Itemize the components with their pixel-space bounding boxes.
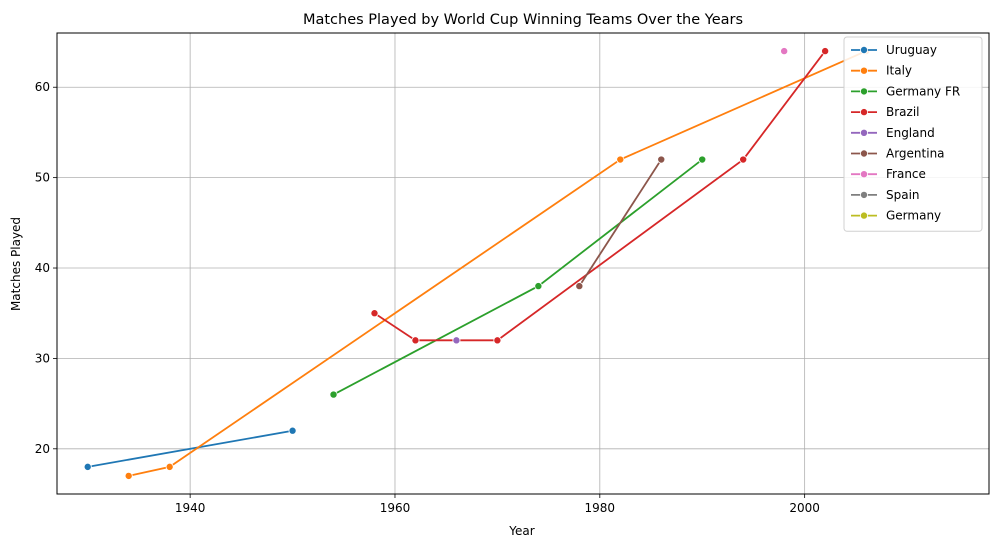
data-point	[739, 155, 748, 164]
legend-label: Germany	[886, 209, 941, 223]
series-france	[780, 47, 789, 56]
legend-item: France	[851, 167, 926, 181]
y-tick-label: 40	[35, 261, 50, 275]
series-germany-fr	[329, 155, 707, 399]
legend-item: Argentina	[851, 147, 945, 161]
series-line	[333, 158, 703, 396]
data-point	[821, 47, 830, 56]
data-point	[370, 309, 379, 318]
legend-swatch-marker	[860, 128, 869, 137]
legend-item: Uruguay	[851, 43, 937, 57]
data-point	[411, 336, 420, 345]
data-point	[329, 390, 338, 399]
y-tick-label: 30	[35, 351, 50, 365]
data-point	[698, 155, 707, 164]
legend-label: Spain	[886, 188, 920, 202]
legend-item: Germany FR	[851, 84, 960, 98]
plot-frame	[56, 32, 990, 495]
y-axis-title: Matches Played	[9, 217, 23, 311]
x-tick-label: 1940	[175, 501, 206, 515]
legend-swatch-marker	[860, 46, 869, 55]
data-point	[534, 282, 543, 291]
x-tick-label: 2000	[789, 501, 820, 515]
legend-swatch-marker	[860, 66, 869, 75]
data-point	[165, 462, 174, 471]
legend-item: Italy	[851, 64, 912, 78]
series-brazil	[370, 47, 830, 345]
legend-swatch-marker	[860, 87, 869, 96]
chart-title: Matches Played by World Cup Winning Team…	[303, 12, 743, 28]
x-tick-label: 1960	[380, 501, 411, 515]
legend-swatch-marker	[860, 149, 869, 158]
data-point	[575, 282, 584, 291]
series-argentina	[575, 155, 666, 291]
legend-item: Germany	[851, 209, 941, 223]
y-tick-label: 50	[35, 171, 50, 185]
data-point	[616, 155, 625, 164]
legend-label: Brazil	[886, 105, 920, 119]
data-point	[657, 155, 666, 164]
legend-swatch-marker	[860, 108, 869, 117]
series-lines	[83, 47, 871, 480]
legend-label: Argentina	[886, 147, 945, 161]
series-england	[452, 336, 461, 345]
axis-ticks: 1940 1960 1980 2000 20 30 40 50 60	[35, 80, 820, 515]
series-line	[87, 429, 293, 468]
legend-label: Germany FR	[886, 84, 960, 98]
legend-swatch-marker	[860, 190, 869, 199]
series-line	[578, 159, 663, 287]
data-point	[83, 462, 92, 471]
x-tick-label: 1980	[585, 501, 616, 515]
data-point	[780, 47, 789, 56]
y-tick-label: 60	[35, 80, 50, 94]
data-point	[124, 471, 133, 480]
legend: Uruguay Italy Germany FR Brazil England Argen…	[843, 36, 983, 232]
legend-swatch-marker	[860, 211, 869, 220]
legend-label: France	[886, 167, 926, 181]
grid	[57, 33, 989, 494]
legend-item: Brazil	[851, 105, 920, 119]
series-italy	[124, 47, 871, 480]
legend-box	[843, 36, 983, 232]
data-point	[493, 336, 502, 345]
data-point	[288, 426, 297, 435]
legend-label: England	[886, 126, 935, 140]
series-uruguay	[83, 426, 297, 471]
legend-label: Italy	[886, 64, 912, 78]
legend-item: Spain	[851, 188, 920, 202]
series-line	[128, 50, 867, 477]
legend-label: Uruguay	[886, 43, 937, 57]
x-axis-title: Year	[508, 524, 534, 538]
legend-swatch-marker	[860, 170, 869, 179]
legend-item: England	[851, 126, 935, 140]
y-tick-label: 20	[35, 442, 50, 456]
data-point	[452, 336, 461, 345]
